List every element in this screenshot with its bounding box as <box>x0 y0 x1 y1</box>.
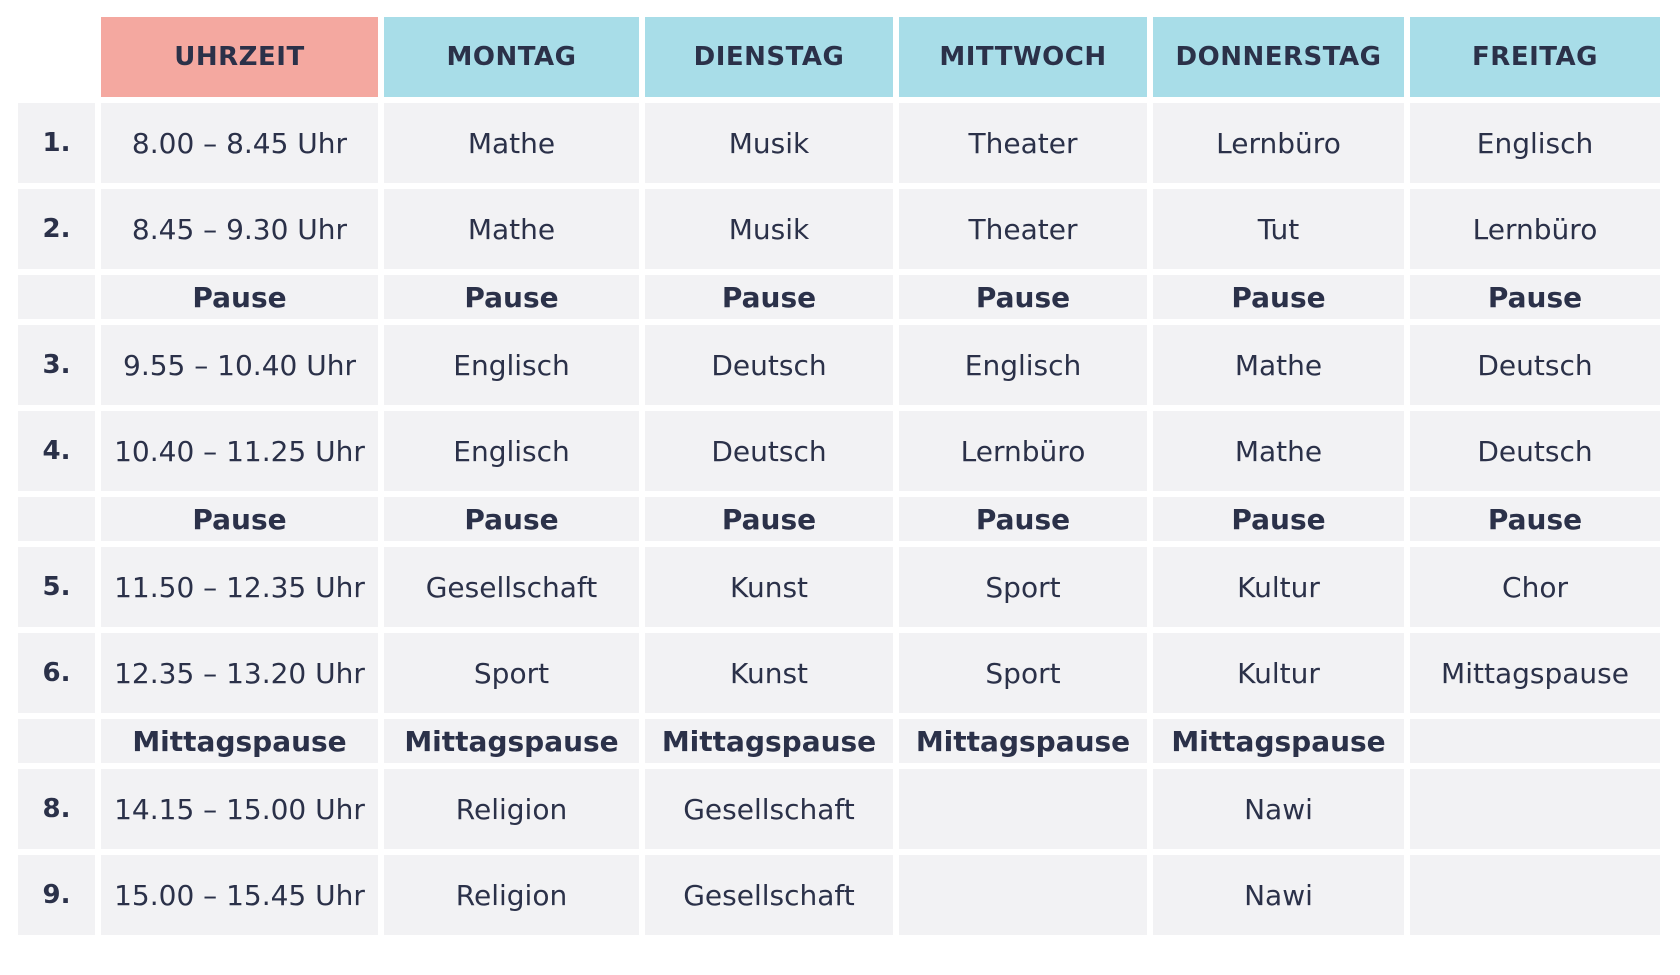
break-cell: Pause <box>384 497 639 541</box>
time-cell: 15.00 – 15.45 Uhr <box>101 855 378 935</box>
subject-cell: Mathe <box>384 103 639 183</box>
break-row: Pause Pause Pause Pause Pause Pause <box>18 275 1660 319</box>
subject-cell: Lernbüro <box>1410 189 1660 269</box>
period-number: 5. <box>18 547 95 627</box>
subject-cell: Religion <box>384 855 639 935</box>
lesson-row: 5. 11.50 – 12.35 Uhr Gesellschaft Kunst … <box>18 547 1660 627</box>
subject-cell: Gesellschaft <box>384 547 639 627</box>
lunch-break-cell: Mittagspause <box>1153 719 1404 763</box>
subject-cell: Deutsch <box>1410 325 1660 405</box>
lesson-row: 6. 12.35 – 13.20 Uhr Sport Kunst Sport K… <box>18 633 1660 713</box>
subject-cell: Kultur <box>1153 547 1404 627</box>
lunch-break-cell: Mittagspause <box>1410 633 1660 713</box>
break-row: Pause Pause Pause Pause Pause Pause <box>18 497 1660 541</box>
period-number: 3. <box>18 325 95 405</box>
subject-cell: Kultur <box>1153 633 1404 713</box>
header-monday: MONTAG <box>384 17 639 97</box>
subject-cell: Englisch <box>384 325 639 405</box>
header-thursday: DONNERSTAG <box>1153 17 1404 97</box>
period-number: 2. <box>18 189 95 269</box>
subject-cell: Religion <box>384 769 639 849</box>
period-number: 4. <box>18 411 95 491</box>
subject-cell: Kunst <box>645 547 893 627</box>
subject-cell: Lernbüro <box>899 411 1147 491</box>
subject-cell: Sport <box>384 633 639 713</box>
period-number: 1. <box>18 103 95 183</box>
lesson-row: 1. 8.00 – 8.45 Uhr Mathe Musik Theater L… <box>18 103 1660 183</box>
subject-cell: Englisch <box>899 325 1147 405</box>
time-cell: 10.40 – 11.25 Uhr <box>101 411 378 491</box>
header-row: UHRZEIT MONTAG DIENSTAG MITTWOCH DONNERS… <box>18 17 1660 97</box>
subject-cell: Lernbüro <box>1153 103 1404 183</box>
subject-cell: Chor <box>1410 547 1660 627</box>
time-cell: 14.15 – 15.00 Uhr <box>101 769 378 849</box>
lunch-break-cell: Mittagspause <box>645 719 893 763</box>
period-number: 9. <box>18 855 95 935</box>
subject-cell: Englisch <box>1410 103 1660 183</box>
lesson-row: 9. 15.00 – 15.45 Uhr Religion Gesellscha… <box>18 855 1660 935</box>
break-cell: Pause <box>645 275 893 319</box>
subject-cell: Theater <box>899 189 1147 269</box>
subject-cell: Theater <box>899 103 1147 183</box>
lunch-break-cell: Mittagspause <box>101 719 378 763</box>
break-cell: Pause <box>1153 497 1404 541</box>
subject-cell: Sport <box>899 633 1147 713</box>
break-cell: Pause <box>1410 275 1660 319</box>
subject-cell: Deutsch <box>645 325 893 405</box>
period-number <box>18 497 95 541</box>
lesson-row: 2. 8.45 – 9.30 Uhr Mathe Musik Theater T… <box>18 189 1660 269</box>
header-time: UHRZEIT <box>101 17 378 97</box>
subject-cell: Gesellschaft <box>645 769 893 849</box>
subject-cell: Deutsch <box>645 411 893 491</box>
subject-cell: Deutsch <box>1410 411 1660 491</box>
subject-cell: Gesellschaft <box>645 855 893 935</box>
break-cell: Pause <box>101 275 378 319</box>
subject-cell: Musik <box>645 103 893 183</box>
period-number: 6. <box>18 633 95 713</box>
empty-cell <box>899 769 1147 849</box>
header-tuesday: DIENSTAG <box>645 17 893 97</box>
lunch-break-cell: Mittagspause <box>899 719 1147 763</box>
lunch-break-cell: Mittagspause <box>384 719 639 763</box>
break-cell: Pause <box>1410 497 1660 541</box>
break-cell: Pause <box>101 497 378 541</box>
break-cell: Pause <box>899 497 1147 541</box>
period-number: 8. <box>18 769 95 849</box>
subject-cell: Musik <box>645 189 893 269</box>
subject-cell: Nawi <box>1153 855 1404 935</box>
empty-cell <box>1410 719 1660 763</box>
subject-cell: Nawi <box>1153 769 1404 849</box>
subject-cell: Mathe <box>1153 411 1404 491</box>
break-cell: Pause <box>384 275 639 319</box>
lunch-break-row: Mittagspause Mittagspause Mittagspause M… <box>18 719 1660 763</box>
break-cell: Pause <box>899 275 1147 319</box>
subject-cell: Mathe <box>384 189 639 269</box>
empty-cell <box>1410 855 1660 935</box>
time-cell: 8.45 – 9.30 Uhr <box>101 189 378 269</box>
empty-cell <box>1410 769 1660 849</box>
period-number <box>18 719 95 763</box>
lesson-row: 4. 10.40 – 11.25 Uhr Englisch Deutsch Le… <box>18 411 1660 491</box>
break-cell: Pause <box>1153 275 1404 319</box>
timetable: UHRZEIT MONTAG DIENSTAG MITTWOCH DONNERS… <box>12 11 1666 941</box>
break-cell: Pause <box>645 497 893 541</box>
lesson-row: 3. 9.55 – 10.40 Uhr Englisch Deutsch Eng… <box>18 325 1660 405</box>
time-cell: 12.35 – 13.20 Uhr <box>101 633 378 713</box>
subject-cell: Tut <box>1153 189 1404 269</box>
header-wednesday: MITTWOCH <box>899 17 1147 97</box>
time-cell: 8.00 – 8.45 Uhr <box>101 103 378 183</box>
lesson-row: 8. 14.15 – 15.00 Uhr Religion Gesellscha… <box>18 769 1660 849</box>
subject-cell: Mathe <box>1153 325 1404 405</box>
corner-cell <box>18 17 95 97</box>
period-number <box>18 275 95 319</box>
header-friday: FREITAG <box>1410 17 1660 97</box>
time-cell: 9.55 – 10.40 Uhr <box>101 325 378 405</box>
empty-cell <box>899 855 1147 935</box>
subject-cell: Kunst <box>645 633 893 713</box>
subject-cell: Sport <box>899 547 1147 627</box>
subject-cell: Englisch <box>384 411 639 491</box>
time-cell: 11.50 – 12.35 Uhr <box>101 547 378 627</box>
